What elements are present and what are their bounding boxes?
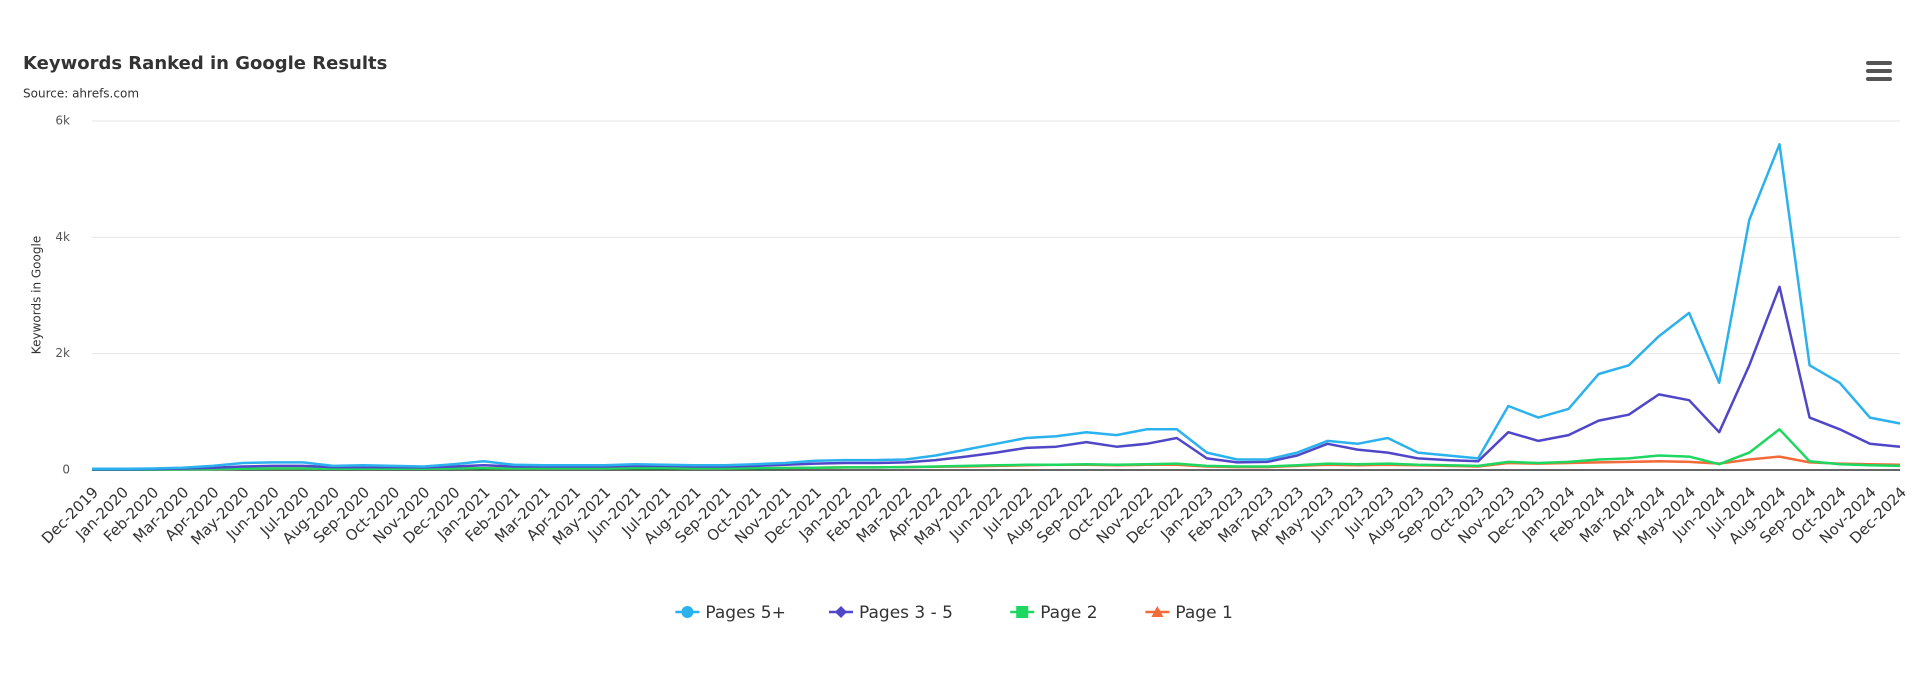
legend-marker [681,606,694,618]
y-tick-label: 2k [55,346,70,360]
chart-subtitle: Source: ahrefs.com [23,87,139,101]
menu-bar[interactable] [1866,61,1892,65]
legend-label: Page 2 [1040,603,1097,623]
legend-item[interactable]: Page 2 [1010,603,1098,623]
legend-marker [835,606,847,618]
legend-item[interactable]: Pages 3 - 5 [829,603,953,623]
legend-item[interactable]: Pages 5+ [675,603,786,623]
series-line [92,143,1901,471]
y-axis-label: Keywords in Google [30,236,44,354]
chart-title: Keywords Ranked in Google Results [23,53,387,74]
y-tick-label: 4k [55,230,70,244]
y-tick-label: 6k [55,114,70,128]
menu-bar[interactable] [1866,69,1892,73]
menu-bar[interactable] [1866,77,1892,81]
legend-label: Pages 5+ [705,603,785,623]
series-line [92,428,1901,471]
legend-item[interactable]: Page 1 [1145,603,1233,623]
legend-label: Pages 3 - 5 [859,603,953,623]
legend-label: Page 1 [1175,603,1232,623]
menu-button[interactable] [1866,61,1892,81]
series-line [92,285,1901,471]
legend-marker [1016,606,1029,618]
y-tick-label: 0 [62,463,70,477]
legend-marker [1151,606,1164,617]
